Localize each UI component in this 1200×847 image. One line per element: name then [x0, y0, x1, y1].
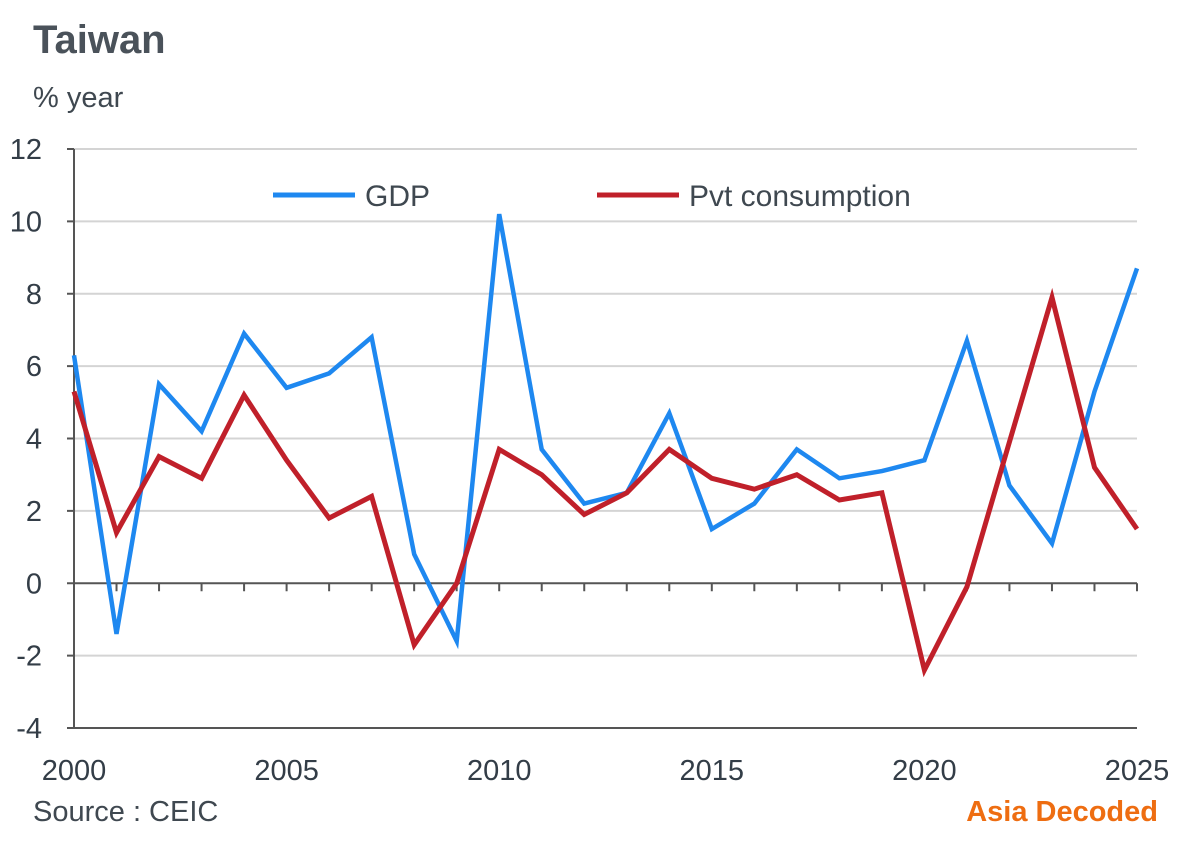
y-tick-label: 10 — [10, 206, 42, 238]
x-tick-label: 2010 — [467, 755, 532, 787]
chart-title: Taiwan — [33, 18, 166, 62]
x-tick-label: 2000 — [42, 755, 107, 787]
source-note: Source : CEIC — [33, 796, 219, 828]
legend-label-gdp: GDP — [365, 180, 430, 213]
x-tick-label: 2015 — [680, 755, 745, 787]
y-tick-label: 6 — [26, 351, 42, 383]
data-series — [71, 213, 1140, 678]
x-tick-label: 2005 — [254, 755, 319, 787]
axes — [67, 148, 1138, 729]
y-tick-label: -2 — [16, 641, 42, 673]
y-tick-label: 8 — [26, 279, 42, 311]
legend: GDP Pvt consumption — [273, 180, 911, 213]
gridlines — [74, 148, 1137, 657]
y-tick-label: 12 — [10, 134, 42, 166]
y-tick-label: 2 — [26, 496, 42, 528]
y-tick-label: 4 — [26, 424, 42, 456]
brand-logo-text: Asia Decoded — [966, 796, 1158, 828]
x-tick-label: 2020 — [892, 755, 957, 787]
unit-label: % year — [33, 82, 124, 114]
legend-label-pvt-consumption: Pvt consumption — [689, 180, 911, 213]
x-tick-label: 2025 — [1105, 755, 1170, 787]
series-line-gdp — [71, 213, 1140, 650]
y-tick-label: 0 — [26, 568, 42, 600]
y-tick-label: -4 — [16, 713, 42, 745]
series-line-pvt-consumption — [71, 287, 1140, 678]
